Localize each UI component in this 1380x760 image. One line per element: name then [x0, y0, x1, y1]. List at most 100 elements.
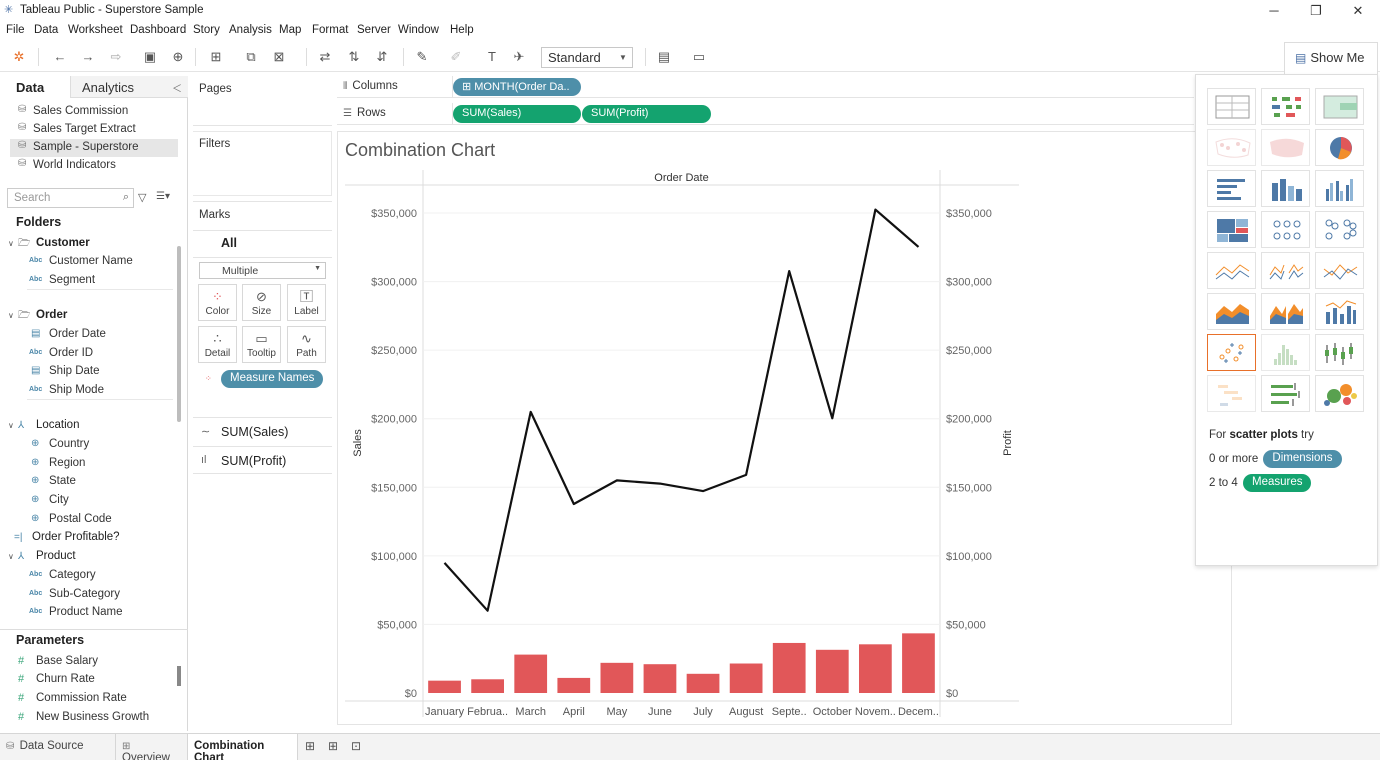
show-me-treemap[interactable] [1207, 211, 1256, 248]
datasource-item-selected[interactable]: ⛁ Sample - Superstore [10, 139, 178, 157]
sum-sales-pill[interactable]: SUM(Sales) [453, 105, 581, 123]
field-customer-name[interactable]: Abc Customer Name [27, 253, 173, 271]
marks-sum-sales-row[interactable]: ∼ SUM(Sales) [193, 417, 332, 445]
field-order-id[interactable]: Abc Order ID [27, 345, 173, 363]
show-me-dual-combination[interactable] [1315, 293, 1364, 330]
field-postal-code[interactable]: ⊕ Postal Code [27, 511, 173, 529]
parameters-scrollbar[interactable] [177, 666, 181, 686]
filter-fields-icon[interactable]: ▽ [138, 192, 147, 204]
field-ship-date[interactable]: ▤ Ship Date [27, 363, 173, 381]
marks-all-tab[interactable]: All [193, 230, 332, 258]
parameter-item[interactable]: # New Business Growth [16, 711, 149, 723]
sort-descending-icon[interactable]: ⇵ [376, 49, 388, 64]
show-me-heat-map[interactable] [1261, 88, 1310, 125]
menu-story[interactable]: Story [193, 24, 220, 36]
show-me-packed-bubbles[interactable] [1315, 375, 1364, 412]
parameter-item[interactable]: # Commission Rate [16, 692, 127, 704]
field-country[interactable]: ⊕ Country [27, 436, 173, 454]
field-order-profitable[interactable]: =| Order Profitable? [14, 531, 120, 543]
presentation-mode-icon[interactable]: ▭ [692, 49, 706, 64]
folder-location[interactable]: ∨ ⅄ Location [8, 419, 79, 431]
tableau-icon[interactable]: ✲ [13, 49, 25, 64]
data-pane-scrollbar[interactable] [177, 246, 181, 422]
show-cards-icon[interactable]: ▤ [657, 49, 671, 64]
field-region[interactable]: ⊕ Region [27, 455, 173, 473]
field-segment[interactable]: Abc Segment [27, 272, 173, 290]
menu-analysis[interactable]: Analysis [229, 24, 272, 36]
field-state[interactable]: ⊕ State [27, 473, 173, 491]
restore-button[interactable]: ❐ [1310, 3, 1322, 18]
show-me-area-discrete[interactable] [1261, 293, 1310, 330]
menu-window[interactable]: Window [398, 24, 439, 36]
show-me-line-discrete[interactable] [1261, 252, 1310, 289]
swap-rows-columns-icon[interactable]: ⇄ [319, 49, 331, 64]
collapse-pane-icon[interactable]: ＜ [172, 84, 182, 95]
close-button[interactable]: ✕ [1352, 3, 1364, 18]
marks-sum-profit-row[interactable]: ıl SUM(Profit) [193, 446, 332, 474]
menu-server[interactable]: Server [357, 24, 391, 36]
menu-help[interactable]: Help [450, 24, 474, 36]
tab-combination-chart[interactable]: Combination Chart [188, 734, 298, 760]
show-me-area-continuous[interactable] [1207, 293, 1256, 330]
tab-data[interactable]: Data [0, 76, 70, 98]
field-city[interactable]: ⊕ City [27, 492, 173, 510]
field-sub-category[interactable]: Abc Sub-Category [27, 586, 173, 604]
tab-overview[interactable]: ⊞ Overview [116, 734, 188, 760]
show-me-circle-view[interactable] [1261, 211, 1310, 248]
color-button[interactable]: ⁘ Color [198, 284, 237, 321]
group-members-icon[interactable]: ✐ [450, 49, 462, 64]
sum-profit-pill[interactable]: SUM(Profit) [582, 105, 711, 123]
show-me-histogram[interactable] [1261, 334, 1310, 371]
menu-format[interactable]: Format [312, 24, 349, 36]
tooltip-button[interactable]: ▭ Tooltip [242, 326, 281, 363]
show-me-side-by-side-circles[interactable] [1315, 211, 1364, 248]
show-me-symbol-map[interactable] [1207, 129, 1256, 166]
search-input[interactable]: Search ⌕ [7, 188, 134, 208]
undo-icon[interactable]: ← [53, 49, 67, 64]
detail-button[interactable]: ∴ Detail [198, 326, 237, 363]
sort-ascending-icon[interactable]: ⇅ [348, 49, 360, 64]
parameter-item[interactable]: # Churn Rate [16, 673, 95, 685]
show-me-scatter-plot[interactable] [1207, 334, 1256, 371]
fix-axes-icon[interactable]: ✈ [513, 49, 525, 64]
show-me-pie-chart[interactable] [1315, 129, 1364, 166]
show-me-highlight-table[interactable] [1315, 88, 1364, 125]
menu-worksheet[interactable]: Worksheet [68, 24, 123, 36]
folder-order[interactable]: ∨ 🗁 Order [8, 308, 67, 325]
show-me-button[interactable]: ▤ Show Me [1284, 42, 1378, 74]
datasource-item[interactable]: ⛁ Sales Commission [10, 103, 178, 121]
show-me-line-continuous[interactable] [1207, 252, 1256, 289]
folder-product[interactable]: ∨ ⅄ Product [8, 550, 76, 562]
menu-data[interactable]: Data [34, 24, 59, 36]
highlight-icon[interactable]: ✎ [416, 49, 428, 64]
menu-dashboard[interactable]: Dashboard [130, 24, 187, 36]
show-me-side-by-side-bars[interactable] [1315, 170, 1364, 207]
pages-card[interactable]: Pages [193, 76, 332, 126]
fit-select[interactable]: Standard ▼ [541, 47, 633, 68]
redo-icon[interactable]: → [81, 49, 95, 64]
tab-data-source[interactable]: ⛁ Data Source [0, 734, 116, 760]
field-category[interactable]: Abc Category [27, 567, 173, 585]
show-me-dual-lines[interactable] [1315, 252, 1364, 289]
field-product-name[interactable]: Abc Product Name [27, 604, 173, 622]
menu-file[interactable]: File [6, 24, 25, 36]
path-button[interactable]: ∿ Path [287, 326, 326, 363]
new-dashboard-icon[interactable]: ⊞ [327, 739, 339, 753]
label-button[interactable]: 🅃 Label [287, 284, 326, 321]
tab-analytics[interactable]: Analytics ＜ [70, 76, 188, 98]
columns-shelf[interactable]: ⦀ Columns ⊞ MONTH(Order Da.. [337, 76, 1194, 98]
show-me-filled-map[interactable] [1261, 129, 1310, 166]
measure-names-pill[interactable]: Measure Names [221, 370, 323, 388]
show-me-stacked-bars[interactable] [1261, 170, 1310, 207]
new-worksheet-icon[interactable]: ⊞ [210, 49, 222, 64]
save-icon[interactable]: ▣ [143, 49, 157, 64]
field-order-date[interactable]: ▤ Order Date [27, 326, 173, 344]
size-button[interactable]: ⊘ Size [242, 284, 281, 321]
show-me-bullet-graph[interactable] [1261, 375, 1310, 412]
clear-sheet-icon[interactable]: ⊠ [273, 49, 285, 64]
show-mark-labels-icon[interactable]: T [488, 49, 496, 64]
rows-shelf[interactable]: ☰ Rows SUM(Sales) SUM(Profit) [337, 103, 1194, 125]
show-me-text-table[interactable] [1207, 88, 1256, 125]
new-data-source-icon[interactable]: ⊕ [172, 49, 184, 64]
show-me-box-and-whisker[interactable] [1315, 334, 1364, 371]
